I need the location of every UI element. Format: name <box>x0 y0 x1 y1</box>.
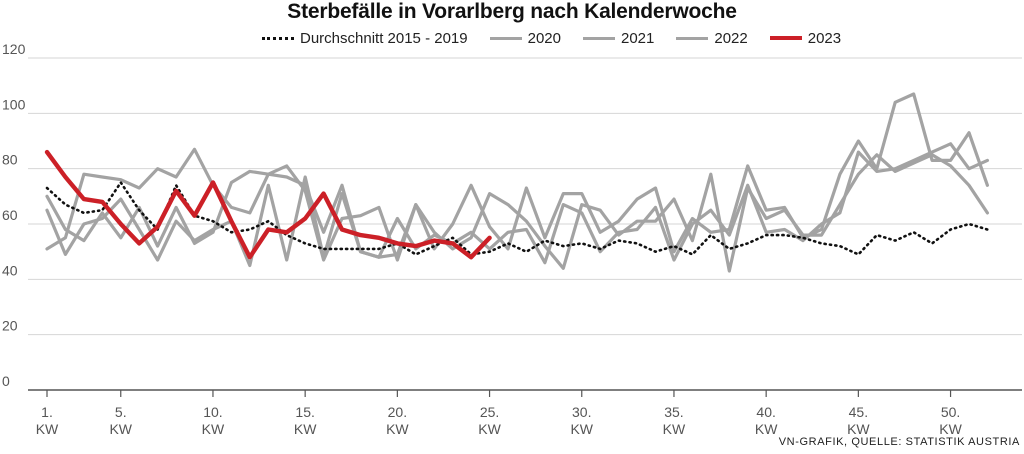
x-tick-unit-35: KW <box>663 421 686 437</box>
x-tick-unit-45: KW <box>847 421 870 437</box>
chart-legend: Durchschnitt 2015 - 2019 2020 2021 2022 … <box>262 27 863 49</box>
x-tick-unit-10: KW <box>202 421 225 437</box>
series-line-2020 <box>45 92 990 259</box>
x-tick-label-40: 40. <box>756 404 775 420</box>
x-tick-unit-20: KW <box>386 421 409 437</box>
legend-swatch-2020 <box>489 36 522 40</box>
legend-label-2022: 2022 <box>714 29 748 47</box>
legend-label-average: Durchschnitt 2015 - 2019 <box>300 29 468 47</box>
legend-item-2020: 2020 <box>489 29 561 47</box>
legend-swatch-dotted <box>262 36 294 40</box>
chart-title: Sterbefälle in Vorarlberg nach Kalenderw… <box>287 0 737 23</box>
legend-item-2021: 2021 <box>582 29 655 47</box>
x-tick-label-1: 1. <box>41 404 53 420</box>
legend-item-2023: 2023 <box>769 29 842 47</box>
x-tick-label-35: 35. <box>664 404 683 420</box>
x-tick-unit-50: KW <box>939 421 962 437</box>
legend-label-2021: 2021 <box>620 29 655 47</box>
y-tick-label-100: 100 <box>2 96 26 112</box>
x-tick-label-50: 50. <box>941 404 960 420</box>
x-tick-label-15: 15. <box>295 404 314 420</box>
x-tick-unit-30: KW <box>570 421 593 437</box>
series-line-2022 <box>45 153 990 273</box>
x-tick-unit-1: KW <box>36 421 59 437</box>
y-tick-label-120: 120 <box>2 41 26 57</box>
legend-item-2022: 2022 <box>676 29 748 47</box>
x-tick-label-25: 25. <box>480 404 499 420</box>
legend-item-average: Durchschnitt 2015 - 2019 <box>262 30 468 47</box>
series-line-durchschnitt-2015-2019 <box>45 181 989 256</box>
y-tick-label-40: 40 <box>2 262 18 278</box>
x-tick-label-30: 30. <box>572 404 591 420</box>
x-tick-unit-25: KW <box>478 421 501 437</box>
legend-swatch-2023 <box>769 36 802 40</box>
x-tick-unit-15: KW <box>294 421 317 437</box>
x-tick-label-5: 5. <box>115 404 127 420</box>
x-tick-unit-40: KW <box>755 421 778 437</box>
series-line-2023 <box>44 149 492 260</box>
legend-label-2020: 2020 <box>527 29 561 47</box>
x-tick-label-20: 20. <box>388 404 407 420</box>
y-tick-label-80: 80 <box>2 152 18 168</box>
legend-swatch-2021 <box>582 36 615 40</box>
legend-label-2023: 2023 <box>807 29 842 47</box>
legend-swatch-2022 <box>676 36 709 40</box>
x-tick-unit-5: KW <box>109 421 132 437</box>
source-note: VN-GRAFIK, QUELLE: STATISTIK AUSTRIA <box>778 436 1020 448</box>
y-tick-label-0: 0 <box>2 373 10 389</box>
y-tick-label-20: 20 <box>2 318 18 334</box>
y-tick-label-60: 60 <box>2 207 18 223</box>
x-tick-label-10: 10. <box>203 404 222 420</box>
x-tick-label-45: 45. <box>849 404 868 420</box>
